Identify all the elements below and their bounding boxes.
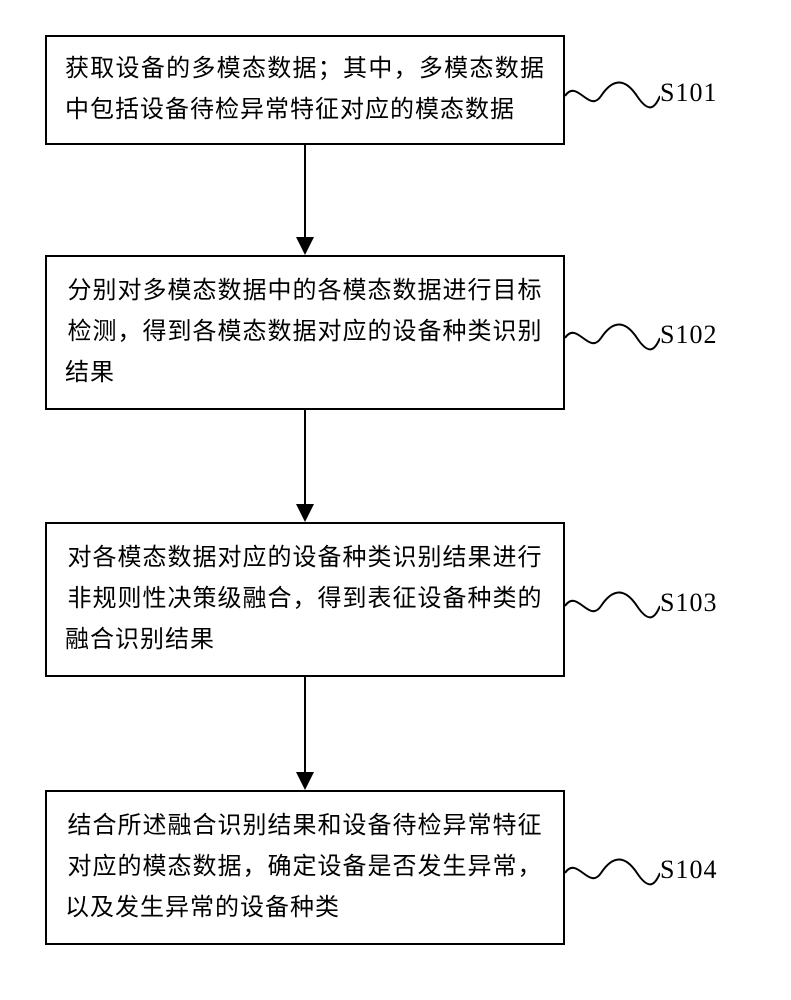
arrow-s103-s104-line xyxy=(304,677,306,772)
flow-node-s101: 获取设备的多模态数据；其中，多模态数据中包括设备待检异常特征对应的模态数据 xyxy=(45,35,565,145)
flowchart-canvas: 获取设备的多模态数据；其中，多模态数据中包括设备待检异常特征对应的模态数据 S1… xyxy=(0,0,791,1000)
flow-node-s102-text: 分别对多模态数据中的各模态数据进行目标检测，得到各模态数据对应的设备种类识别结果 xyxy=(65,271,545,393)
arrow-s102-s103-line xyxy=(304,410,306,504)
arrow-s103-s104-head xyxy=(296,772,314,790)
arrow-s102-s103-head xyxy=(296,504,314,522)
connector-squiggle-s104 xyxy=(565,855,660,891)
flow-node-s101-text: 获取设备的多模态数据；其中，多模态数据中包括设备待检异常特征对应的模态数据 xyxy=(65,49,545,131)
flow-label-s101: S101 xyxy=(660,78,717,108)
connector-squiggle-s103 xyxy=(565,588,660,624)
flow-label-s104: S104 xyxy=(660,855,717,885)
flow-node-s103-text: 对各模态数据对应的设备种类识别结果进行非规则性决策级融合，得到表征设备种类的融合… xyxy=(65,538,545,660)
flow-node-s102: 分别对多模态数据中的各模态数据进行目标检测，得到各模态数据对应的设备种类识别结果 xyxy=(45,255,565,410)
flow-label-s102: S102 xyxy=(660,320,717,350)
arrow-s101-s102-head xyxy=(296,237,314,255)
flow-node-s104: 结合所述融合识别结果和设备待检异常特征对应的模态数据，确定设备是否发生异常，以及… xyxy=(45,790,565,945)
arrow-s101-s102-line xyxy=(304,145,306,237)
connector-squiggle-s102 xyxy=(565,320,660,356)
flow-node-s103: 对各模态数据对应的设备种类识别结果进行非规则性决策级融合，得到表征设备种类的融合… xyxy=(45,522,565,677)
flow-label-s103: S103 xyxy=(660,588,717,618)
flow-node-s104-text: 结合所述融合识别结果和设备待检异常特征对应的模态数据，确定设备是否发生异常，以及… xyxy=(65,806,545,928)
connector-squiggle-s101 xyxy=(565,78,660,114)
